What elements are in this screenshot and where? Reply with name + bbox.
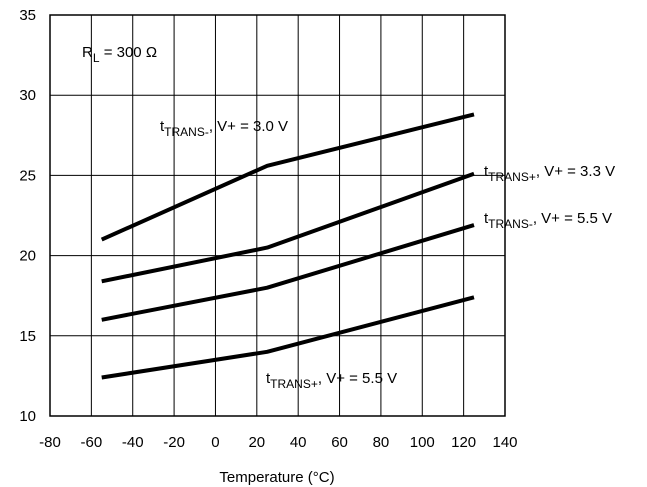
x-tick-labels: -80 -60 -40 -20 0 20 40 60 80 100 120 140: [39, 434, 517, 451]
x-tick-label: 40: [290, 434, 307, 451]
series-line-1: [101, 171, 475, 284]
series-label-2-main: t: [484, 210, 489, 227]
x-tick-label: 20: [248, 434, 265, 451]
y-tick-label: 35: [19, 7, 36, 24]
x-tick-label: 100: [410, 434, 435, 451]
series-lines: [100, 112, 475, 380]
x-tick-label: -20: [163, 434, 185, 451]
series-line-3: [101, 295, 475, 380]
series-label-3-sub: TRANS+: [270, 377, 318, 391]
x-tick-label: 120: [451, 434, 476, 451]
x-tick-label: 0: [211, 434, 219, 451]
grid: [49, 14, 506, 417]
x-axis-label: Temperature (°C): [219, 469, 334, 486]
series-label-1-tail: , V+ = 3.3 V: [536, 163, 615, 180]
series-label-3-main: t: [266, 370, 271, 387]
series-label-2-tail: , V+ = 5.5 V: [533, 210, 612, 227]
plot-frame: [49, 14, 506, 417]
load-resistance-annotation: RL = 300 Ω: [82, 44, 157, 65]
series-label-1-sub: TRANS+: [488, 170, 536, 184]
annotation-main: R: [82, 44, 93, 61]
y-tick-label: 10: [19, 408, 36, 425]
y-tick-label: 15: [19, 328, 36, 345]
series-label-2: tTRANS-, V+ = 5.5 V: [484, 210, 612, 231]
series-line-0: [100, 112, 475, 242]
series-label-1-main: t: [484, 163, 489, 180]
series-label-0: tTRANS-, V+ = 3.0 V: [160, 118, 288, 139]
y-tick-label: 25: [19, 167, 36, 184]
series-label-0-sub: TRANS-: [164, 125, 209, 139]
series-label-3: tTRANS+, V+ = 5.5 V: [266, 370, 397, 391]
series-line-2: [101, 223, 475, 322]
series-label-3-tail: , V+ = 5.5 V: [318, 370, 397, 387]
annotation-sub: L: [93, 51, 100, 65]
x-tick-label: -60: [81, 434, 103, 451]
x-tick-label: 140: [492, 434, 517, 451]
x-tick-label: -80: [39, 434, 61, 451]
x-tick-label: 80: [373, 434, 390, 451]
series-label-0-main: t: [160, 118, 165, 135]
x-tick-label: 60: [331, 434, 348, 451]
annotation-tail: = 300 Ω: [100, 44, 158, 61]
y-tick-label: 30: [19, 87, 36, 104]
y-tick-label: 20: [19, 248, 36, 265]
x-tick-label: -40: [122, 434, 144, 451]
series-label-0-tail: , V+ = 3.0 V: [209, 118, 288, 135]
y-tick-labels: 10 15 20 25 30 35: [19, 7, 36, 425]
series-label-2-sub: TRANS-: [488, 217, 533, 231]
series-label-1: tTRANS+, V+ = 3.3 V: [484, 163, 615, 184]
